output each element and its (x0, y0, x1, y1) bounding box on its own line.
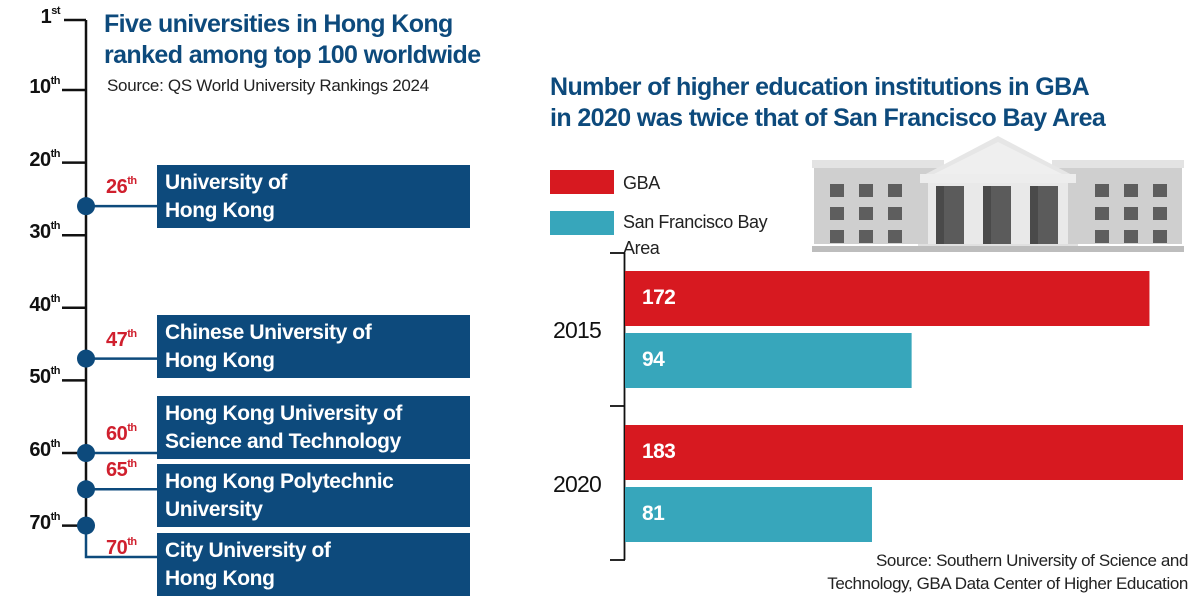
university-box: City University of Hong Kong (157, 533, 470, 596)
rank-label-70: 70th (106, 536, 137, 560)
left-title-line2: ranked among top 100 worldwide (104, 41, 481, 69)
university-name-line2: Hong Kong (165, 199, 275, 222)
tick-label-30: 30th (0, 220, 61, 244)
rank-label-60: 60th (106, 422, 137, 446)
university-box: University of Hong Kong (157, 165, 470, 228)
right-source-line2: Technology, GBA Data Center of Higher Ed… (827, 574, 1188, 593)
university-name-line2: Hong Kong (165, 567, 275, 590)
suffix: th (50, 438, 61, 450)
suffix: th (127, 458, 137, 471)
suffix: th (50, 75, 61, 87)
university-name-line1: Hong Kong University of (165, 402, 402, 425)
num: 65 (106, 459, 128, 482)
tick-label-60: 60th (0, 438, 61, 462)
connector-70 (84, 525, 158, 559)
suffix: th (127, 536, 137, 548)
rank-label-47: 47th (106, 327, 137, 352)
tick-label-10: 10th (0, 75, 61, 99)
bar-value-label: 172 (642, 286, 676, 309)
suffix: th (127, 175, 137, 188)
rank-dot-47 (77, 349, 95, 368)
legend-label-sf-line1: San Francisco Bay (623, 212, 768, 232)
tick-label-50: 50th (0, 365, 61, 389)
bar-gba-2020 (625, 425, 1183, 480)
university-building-icon (812, 136, 1184, 252)
right-source: Source: Southern University of Science a… (827, 549, 1188, 595)
suffix: st (51, 5, 60, 17)
rank-label-65: 65th (106, 458, 137, 482)
left-title: Five universities in Hong Kong ranked am… (104, 9, 481, 71)
suffix: th (50, 365, 61, 378)
bar-value-label: 183 (642, 440, 676, 463)
right-title-line1: Number of higher education institutions … (550, 73, 1090, 101)
university-box: Hong Kong University of Science and Techn… (157, 396, 470, 459)
right-source-line1: Source: Southern University of Science a… (875, 551, 1188, 570)
bar-san-francisco-bay-area-2015 (625, 333, 912, 388)
rank-dot-70 (77, 516, 95, 535)
bar-value-label: 94 (642, 348, 665, 371)
year-label-2020: 2020 (553, 471, 602, 497)
suffix: th (50, 220, 61, 233)
suffix: th (50, 292, 61, 305)
university-name-line1: Chinese University of (165, 321, 372, 344)
university-box: Hong Kong Polytechnic University (157, 464, 470, 527)
year-label-2015: 2015 (553, 317, 602, 343)
tick-label-40: 40th (0, 292, 61, 317)
num: 60 (29, 439, 51, 461)
suffix: th (127, 327, 137, 340)
university-name-line2: University (165, 498, 263, 521)
university-name-line2: Science and Technology (165, 430, 401, 453)
legend-label-sf-line2: Area (623, 238, 660, 258)
num: 40 (29, 293, 51, 316)
legend-swatch-gba (550, 170, 614, 194)
university-box: Chinese University of Hong Kong (157, 315, 470, 378)
legend-label-gba-text: GBA (623, 173, 660, 193)
rank-dot-65 (77, 480, 95, 499)
legend-label-sf: San Francisco Bay Area (623, 209, 768, 261)
num: 30 (29, 221, 51, 244)
num: 60 (106, 423, 128, 445)
bar-value-label: 81 (642, 502, 665, 525)
bar-chart (610, 252, 1183, 561)
tick-label-20: 20th (0, 147, 61, 172)
legend-label-gba: GBA (623, 170, 660, 196)
num: 20 (29, 148, 51, 171)
rank-dot-60 (77, 444, 95, 462)
num: 47 (106, 328, 128, 351)
right-title: Number of higher education institutions … (550, 72, 1106, 134)
right-title-line2: in 2020 was twice that of San Francisco … (550, 104, 1106, 132)
tick-label-70: 70th (0, 510, 61, 535)
left-title-line1: Five universities in Hong Kong (104, 10, 453, 38)
num: 10 (29, 76, 51, 98)
university-name-line1: Hong Kong Polytechnic (165, 470, 394, 493)
university-name-line1: City University of (165, 539, 331, 562)
rank-dot-26 (77, 197, 95, 216)
num: 70 (29, 511, 51, 534)
ranking-timeline (62, 18, 158, 559)
suffix: th (50, 510, 61, 523)
num: 26 (106, 176, 128, 199)
left-source: Source: QS World University Rankings 202… (107, 76, 429, 95)
tick-label-1: 1st (0, 5, 61, 29)
bar-gba-2015 (625, 271, 1150, 326)
num: 50 (29, 366, 51, 389)
bar-san-francisco-bay-area-2020 (625, 487, 872, 542)
university-name-line2: Hong Kong (165, 349, 275, 372)
suffix: th (127, 422, 137, 434)
num: 1 (40, 6, 52, 28)
legend-swatch-sf (550, 211, 614, 235)
university-name-line1: University of (165, 171, 287, 194)
num: 70 (106, 537, 128, 559)
rank-label-26: 26th (106, 175, 137, 199)
suffix: th (50, 147, 61, 160)
